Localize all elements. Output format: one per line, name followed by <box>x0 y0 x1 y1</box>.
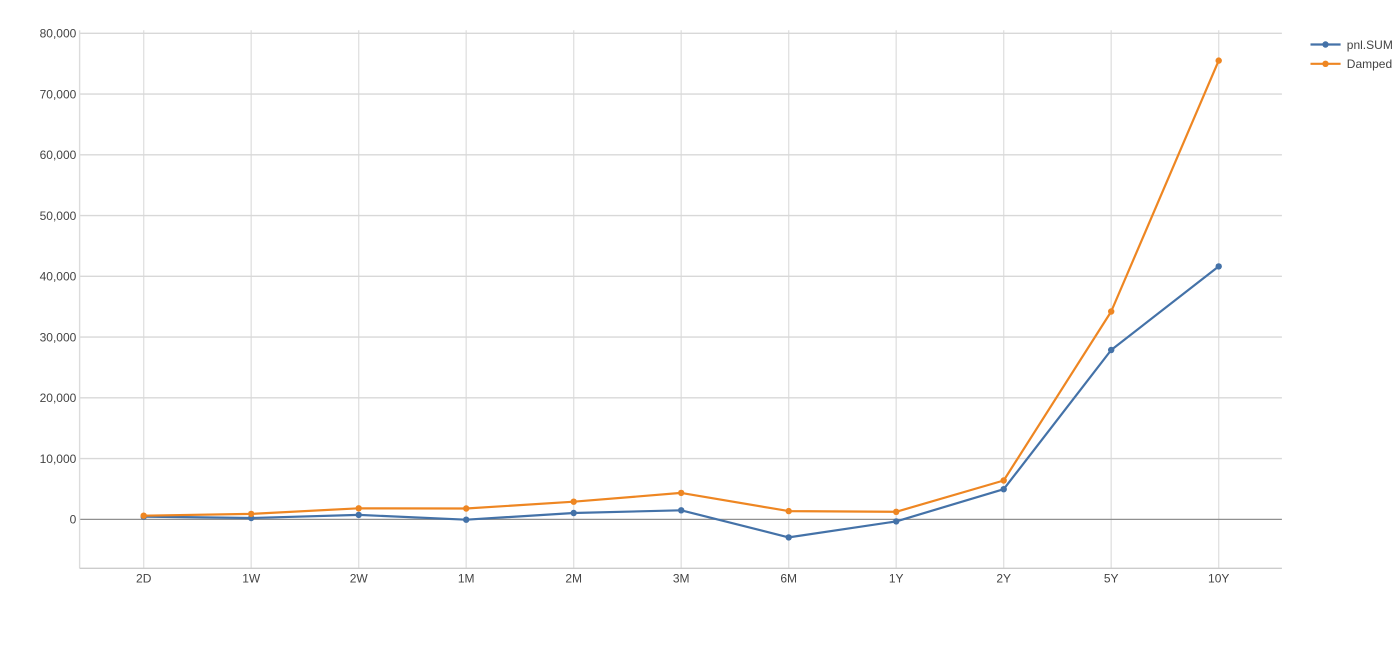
svg-text:50,000: 50,000 <box>40 209 77 223</box>
svg-text:1Y: 1Y <box>889 572 904 586</box>
svg-text:80,000: 80,000 <box>40 27 77 41</box>
svg-text:10Y: 10Y <box>1208 572 1229 586</box>
svg-text:30,000: 30,000 <box>40 330 77 344</box>
svg-text:2D: 2D <box>136 572 152 586</box>
svg-text:1M: 1M <box>458 572 475 586</box>
svg-text:60,000: 60,000 <box>40 148 77 162</box>
svg-text:20,000: 20,000 <box>40 391 77 405</box>
svg-text:5Y: 5Y <box>1104 572 1119 586</box>
svg-text:pnl.SUM: pnl.SUM <box>1347 38 1393 52</box>
svg-text:2W: 2W <box>350 572 369 586</box>
svg-text:2Y: 2Y <box>996 572 1011 586</box>
svg-text:10,000: 10,000 <box>40 452 77 466</box>
svg-text:70,000: 70,000 <box>40 87 77 101</box>
svg-text:2M: 2M <box>565 572 582 586</box>
svg-text:3M: 3M <box>673 572 690 586</box>
svg-text:0: 0 <box>70 513 77 527</box>
svg-text:6M: 6M <box>780 572 797 586</box>
svg-text:40,000: 40,000 <box>40 270 77 284</box>
svg-text:Damped: Damped <box>1347 57 1392 71</box>
svg-text:1W: 1W <box>242 572 261 586</box>
